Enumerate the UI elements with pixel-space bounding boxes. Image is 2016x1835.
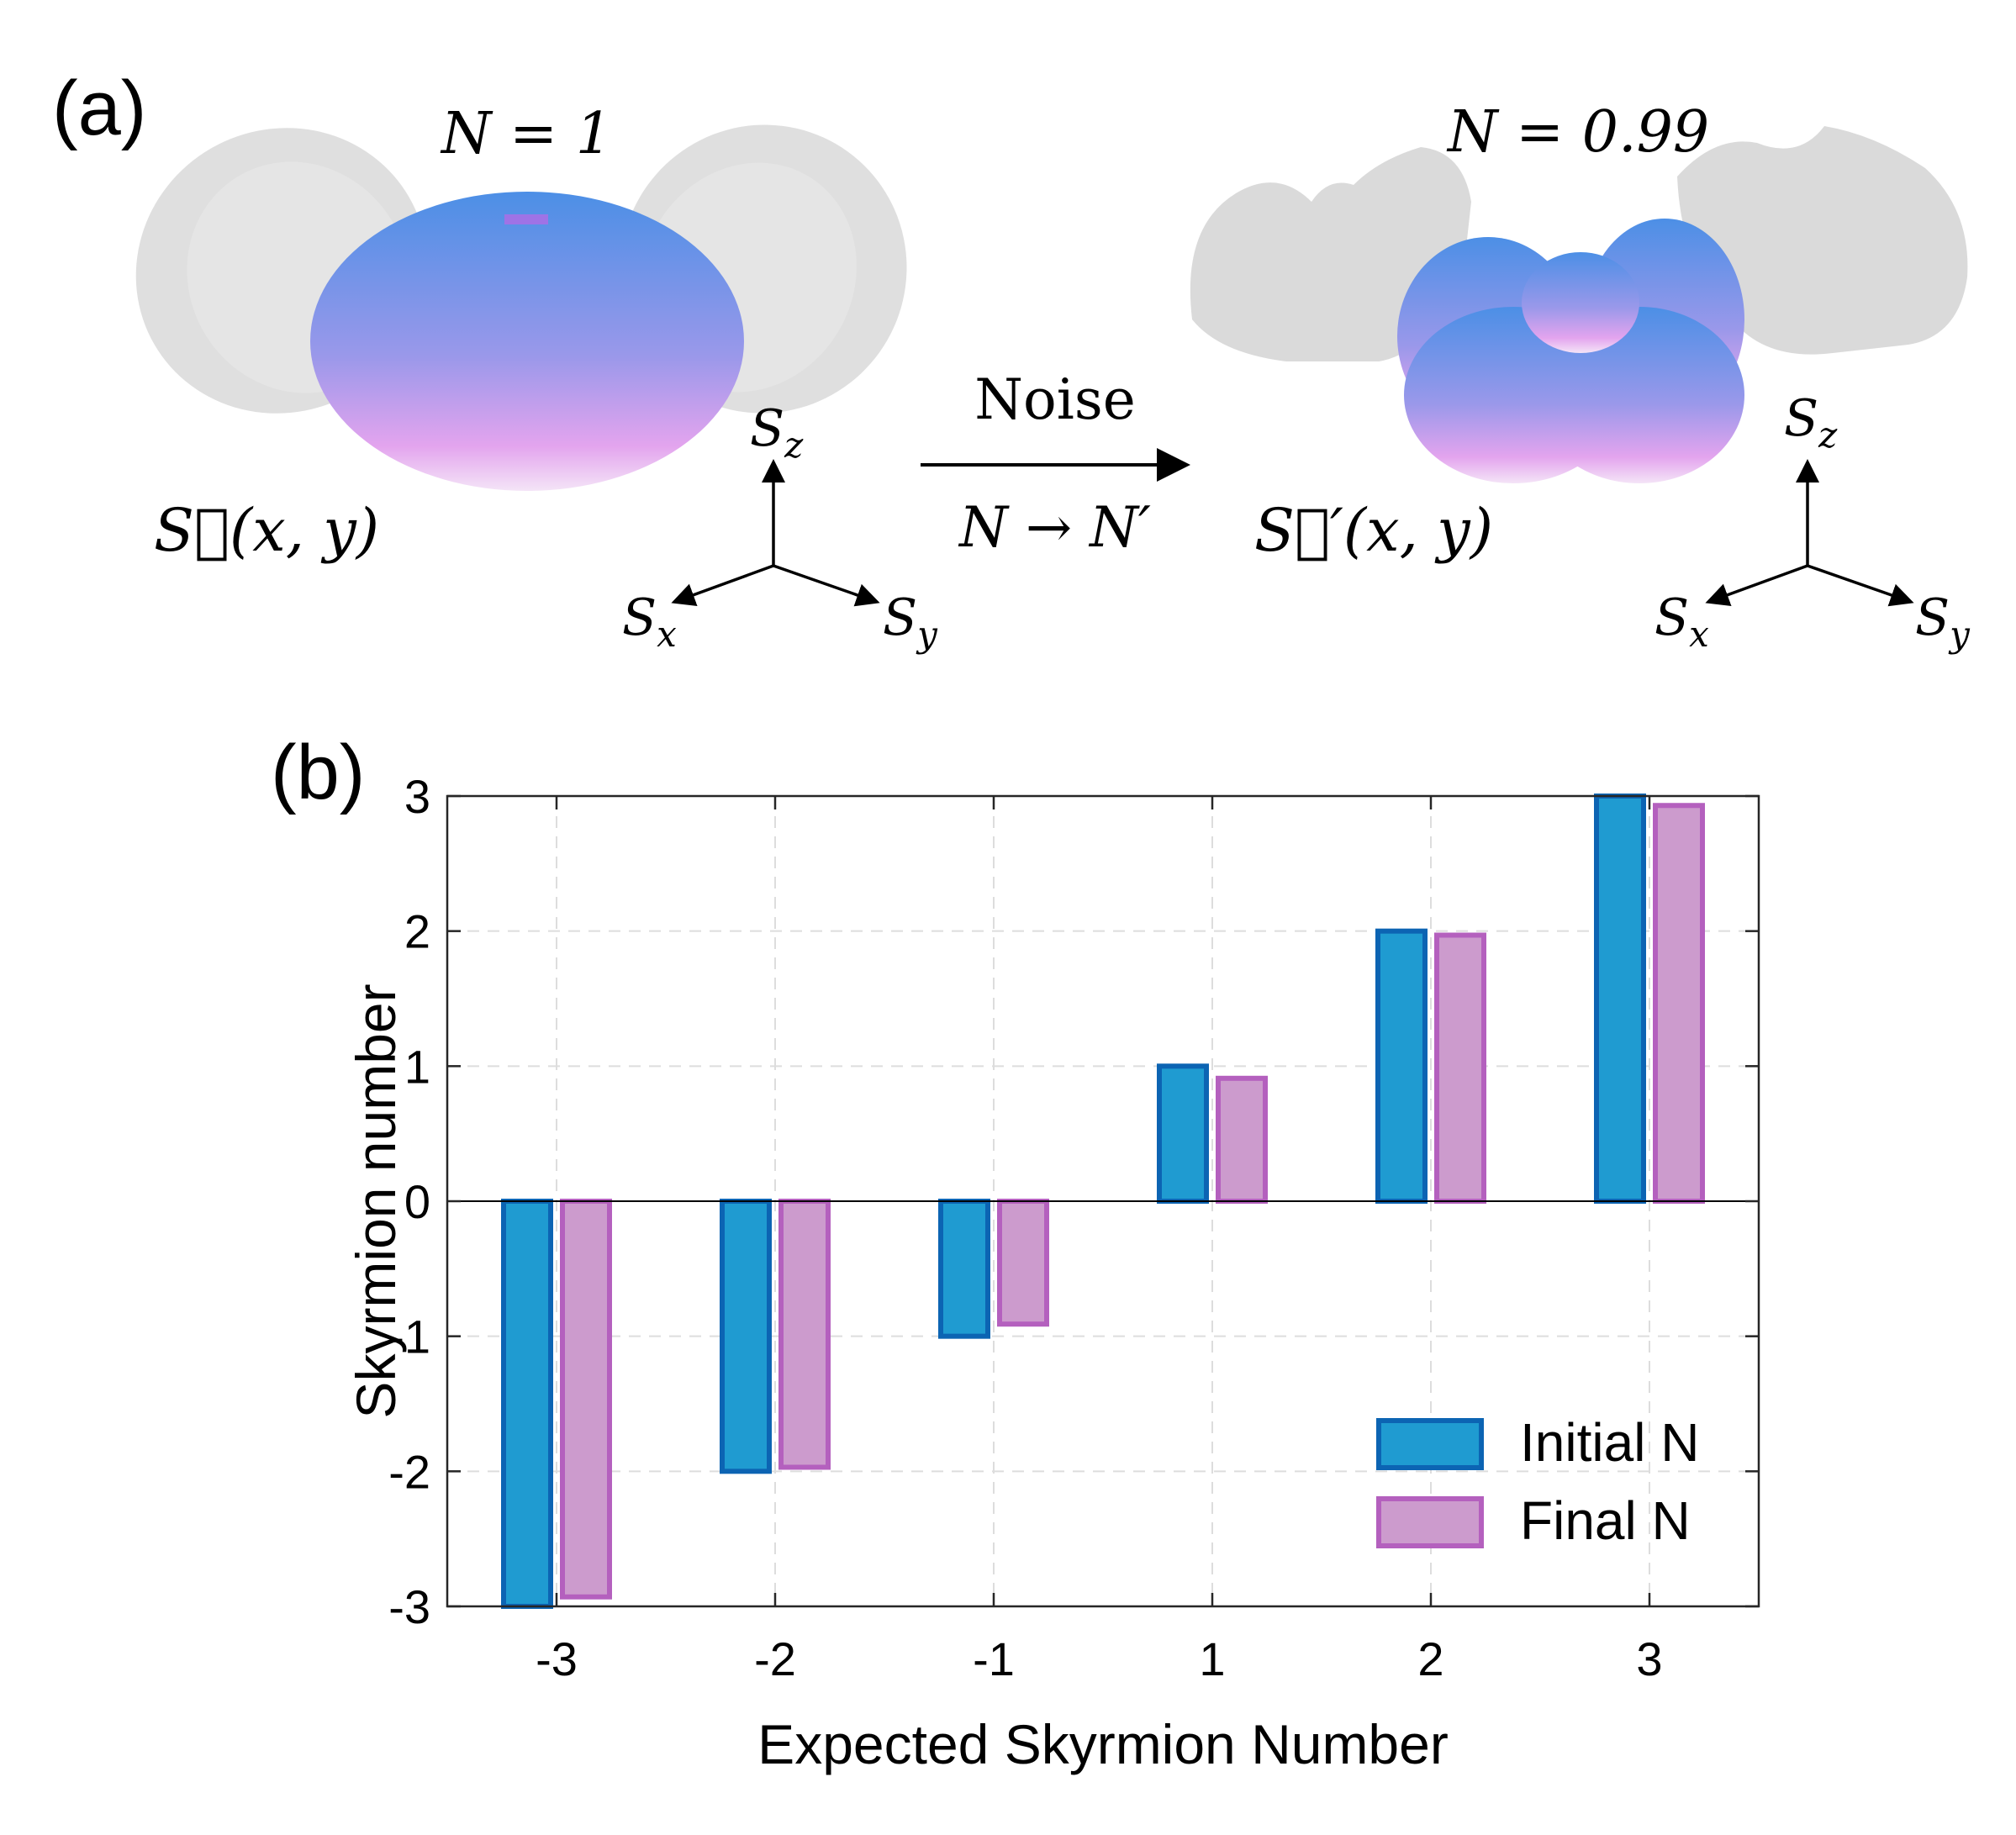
bar-initial-n [501,1199,553,1609]
y-tick-label: -3 [388,1580,430,1633]
x-tick-label: -1 [973,1632,1015,1685]
right-skyrmion-blob [1397,219,1744,483]
legend-swatch-initial-n [1376,1418,1484,1470]
x-tick-label: -3 [536,1632,578,1685]
legend-label: Final N [1520,1490,1691,1551]
left-skyrmion-sphere [310,192,744,491]
right-axis-y-label: Sy [1915,588,1971,655]
panel-b-label: (b) [271,730,365,815]
bar-initial-n [1594,794,1646,1204]
right-axes-triad: Sz Sx Sy [1654,389,1971,655]
bar-final-n [997,1199,1049,1327]
x-tick-label: 1 [1199,1632,1225,1685]
left-sphere-top-mark [504,214,548,224]
legend-swatch-final-n [1376,1496,1484,1548]
right-skyrmion-illustration [1190,126,1968,483]
transition-label: N → N′ [958,495,1151,560]
bar-final-n [1216,1075,1268,1204]
left-axis-z-label: Sz [750,399,804,466]
panel-a-label: (a) [52,66,146,151]
bar-initial-n [1375,928,1428,1204]
bar-initial-n [938,1199,990,1339]
bar-final-n [1653,803,1705,1204]
y-tick-label: 3 [404,770,430,823]
bar-initial-n [720,1199,772,1474]
right-shadow-lobes [1190,126,1968,361]
noise-arrow: Noise N → N′ [921,367,1190,560]
right-field-label: S⃗′(x, y) [1254,496,1493,565]
bar-chart: 3 2 1 0 -1 -2 -3 -3 -2 -1 1 2 3 Expected Skyrmion Num… [345,770,1760,1775]
panel-b: (b) 3 2 1 0 -1 -2 -3 -3 -2 -1 1 2 3 Expected Skyrmion… [271,730,1760,1775]
legend-label: Initial N [1520,1412,1699,1473]
y-tick-label: 2 [404,905,430,958]
bar-final-n [778,1199,831,1470]
noise-label: Noise [974,367,1136,432]
y-tick-label: -2 [388,1445,430,1498]
right-axis-z-label: Sz [1784,389,1838,456]
y-tick-label: 1 [404,1040,430,1093]
y-axis-title: Skyrmion number [345,983,407,1418]
bar-final-n [560,1199,612,1600]
left-axis-y-label: Sy [883,588,938,655]
y-tick-label: 0 [404,1175,430,1228]
left-field-label: S⃗(x, y) [154,496,379,565]
left-axis-x-label: Sx [622,588,677,655]
bar-initial-n [1157,1063,1209,1205]
right-axis-x-label: Sx [1654,588,1709,655]
y-tick-label: -1 [388,1310,430,1363]
x-tick-label: 3 [1636,1632,1662,1685]
left-skyrmion-number-label: N = 1 [440,101,612,167]
panel-a: (a) [52,66,1971,655]
right-skyrmion-number-label: N = 0.99 [1446,99,1709,166]
left-skyrmion-illustration [135,124,907,491]
x-tick-label: -2 [754,1632,796,1685]
bar-final-n [1434,932,1486,1205]
x-axis-title: Expected Skyrmion Number [757,1713,1449,1775]
x-tick-label: 2 [1417,1632,1443,1685]
